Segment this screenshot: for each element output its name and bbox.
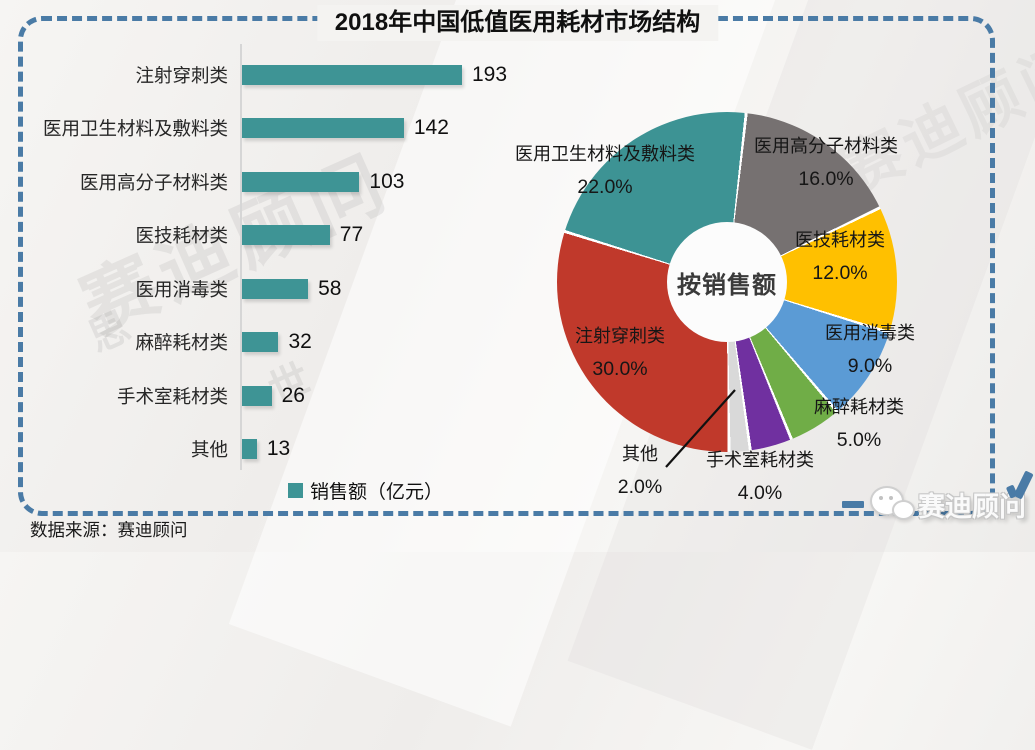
legend-swatch [288,483,303,498]
bar [242,171,360,192]
bar-row: 医用高分子材料类 103 [18,155,518,209]
bar-row: 医用消毒类 58 [18,262,518,316]
brand-check-icon [1013,469,1034,500]
bar-row: 手术室耗材类 26 [18,369,518,423]
bar-row: 医技耗材类 77 [18,209,518,263]
bar [242,439,257,460]
bar [242,118,404,139]
pie-slice-label: 注射穿刺类 30.0% [480,320,760,386]
brand-logo-text: 赛迪顾问 [918,469,1034,524]
pie-slice-name: 医用卫生材料及敷料类 [515,144,695,164]
bar-category-label: 手术室耗材类 [116,385,228,407]
pie-slice-percent: 30.0% [592,358,648,380]
bar-row: 麻醉耗材类 32 [18,316,518,370]
bar-category-label: 其他 [190,439,228,461]
bar-category-label: 麻醉耗材类 [135,332,228,354]
bar-value-label: 58 [318,276,342,300]
bar [242,278,309,299]
bar-category-label: 医用消毒类 [135,278,228,300]
bar-row: 注射穿刺类 193 [18,48,518,102]
pie-slice-percent: 22.0% [577,176,633,198]
bar-category-label: 医用高分子材料类 [79,171,228,193]
bar-value-label: 142 [413,116,449,140]
bar-value-label: 13 [266,437,291,461]
bar [242,385,272,406]
pie-slice-label: 医用卫生材料及敷料类 22.0% [465,138,745,204]
brand-logo: 赛迪顾问 [842,469,1034,526]
pie-slice-name: 麻醉耗材类 [814,397,904,417]
pie-slice-label: 医用消毒类 9.0% [730,317,1010,383]
bar-value-label: 32 [288,330,312,354]
pie-slice-percent: 16.0% [798,168,854,190]
pie-slice-name: 医用消毒类 [825,323,915,343]
pie-slice-label: 麻醉耗材类 5.0% [719,391,999,457]
bar-chart: 注射穿刺类 193 医用卫生材料及敷料类 142 医用高分子材料类 103 医技耗材类 77 医… [18,48,518,476]
pie-slice-name: 注射穿刺类 [575,326,665,346]
pie-slice-percent: 5.0% [836,429,882,451]
pie-slice-percent: 2.0% [617,476,663,498]
bar-category-label: 医用卫生材料及敷料类 [42,118,228,140]
pie-slice-label: 医技耗材类 12.0% [700,224,980,290]
page-title: 2018年中国低值医用耗材市场结构 [316,5,719,41]
bar-value-label: 77 [339,223,364,247]
bar [242,64,462,85]
pie-slice-percent: 9.0% [847,355,893,377]
pie-slice-name: 医技耗材类 [795,230,885,250]
bar-row: 医用卫生材料及敷料类 142 [18,102,518,156]
bar-row: 其他 13 [18,423,518,477]
bar-value-label: 26 [281,383,305,407]
wechat-icon [870,484,915,524]
bar-value-label: 193 [472,62,508,86]
pie-slice-label: 其他 2.0% [500,438,780,504]
bar-chart-legend: 销售额（亿元） [288,477,443,504]
bar [242,225,330,246]
brand-dash [842,500,864,508]
legend-label: 销售额（亿元） [310,482,444,503]
pie-slice-percent: 12.0% [812,262,868,284]
bar [242,332,279,353]
pie-slice-name: 其他 [622,444,658,464]
bar-value-label: 103 [369,169,405,193]
data-source-note: 数据来源：赛迪顾问 [30,520,188,540]
bar-category-label: 注射穿刺类 [135,64,228,86]
bar-category-label: 医技耗材类 [135,225,228,247]
